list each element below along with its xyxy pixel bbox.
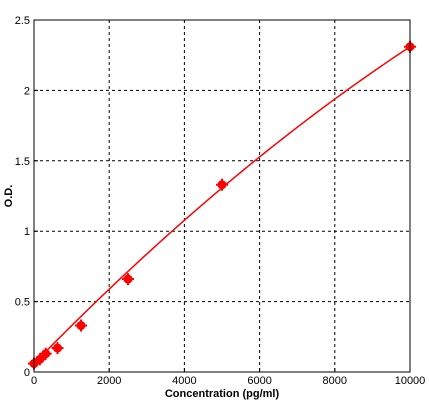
y-axis-title: O.D. — [3, 185, 15, 208]
data-point — [51, 342, 64, 355]
x-tick-label: 0 — [31, 375, 37, 387]
plot-frame — [33, 19, 411, 373]
x-tick-label: 2000 — [97, 375, 121, 387]
y-tick-label: 0.5 — [15, 297, 30, 309]
y-tick-label: 0 — [24, 367, 30, 379]
y-tick-label: 1.5 — [15, 156, 30, 168]
plot-background — [34, 20, 410, 372]
x-tick-label: 6000 — [247, 375, 271, 387]
x-tick-label: 10000 — [395, 375, 426, 387]
y-tick-label: 2 — [24, 85, 30, 97]
x-tick-label: 8000 — [323, 375, 347, 387]
data-points — [28, 40, 416, 370]
data-point — [122, 273, 134, 286]
data-point — [33, 353, 46, 366]
data-point — [216, 178, 228, 191]
y-tick-label: 2.5 — [15, 15, 30, 27]
data-point — [39, 347, 52, 360]
axis-ticks: 0 2000 4000 6000 8000 10000 0 0.5 1 1.5 2 2.5 — [15, 15, 426, 387]
y-tick-label: 1 — [24, 226, 30, 238]
x-axis-title: Concentration (pg/ml) — [165, 388, 280, 400]
data-point — [75, 319, 87, 332]
x-tick-label: 4000 — [172, 375, 196, 387]
